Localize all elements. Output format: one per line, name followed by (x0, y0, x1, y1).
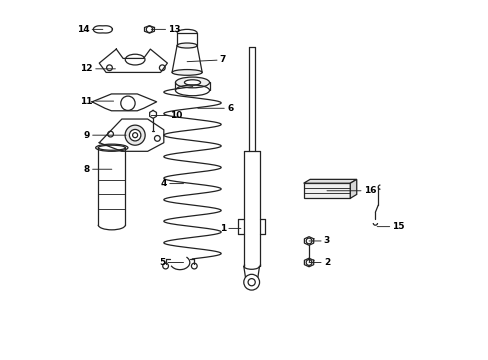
Circle shape (244, 274, 259, 290)
Text: 5: 5 (159, 258, 183, 267)
Text: 2: 2 (308, 258, 329, 267)
Text: 15: 15 (376, 222, 404, 231)
Text: 16: 16 (326, 186, 375, 195)
Text: 8: 8 (83, 165, 112, 174)
Polygon shape (303, 179, 356, 183)
Polygon shape (349, 179, 356, 198)
Ellipse shape (177, 43, 197, 48)
Circle shape (129, 130, 141, 141)
Ellipse shape (125, 54, 144, 65)
Text: 4: 4 (160, 179, 183, 188)
Text: 3: 3 (308, 237, 329, 246)
Polygon shape (303, 183, 349, 198)
Text: 9: 9 (83, 131, 126, 140)
Ellipse shape (175, 77, 209, 88)
Text: 13: 13 (151, 25, 181, 34)
Ellipse shape (96, 144, 128, 151)
Text: 11: 11 (81, 96, 113, 105)
Text: 14: 14 (77, 25, 102, 34)
Ellipse shape (172, 69, 202, 75)
Text: 12: 12 (81, 64, 115, 73)
Circle shape (125, 125, 145, 145)
Ellipse shape (98, 145, 125, 150)
Text: 7: 7 (187, 55, 226, 64)
Text: 1: 1 (220, 224, 241, 233)
Text: 10: 10 (151, 111, 182, 120)
Text: 6: 6 (198, 104, 233, 113)
Ellipse shape (184, 80, 200, 85)
